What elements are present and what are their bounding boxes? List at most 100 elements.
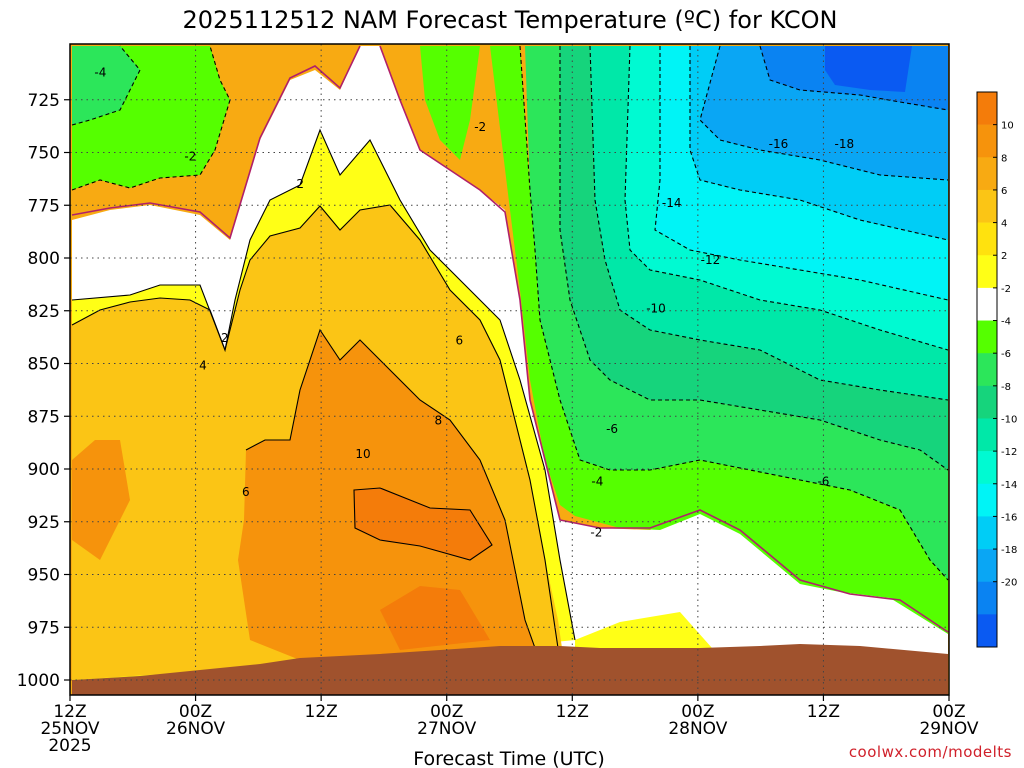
y-tick-label: 950 <box>28 566 60 586</box>
y-tick-label: 725 <box>28 91 60 111</box>
contour-4-warm <box>71 204 559 649</box>
contour-label: 8 <box>435 413 443 427</box>
contour-zero-east <box>379 45 949 633</box>
colorbar-label: -2 <box>1001 284 1011 295</box>
x-axis-label: Forecast Time (UTC) <box>413 748 604 768</box>
colorbar-swatch <box>977 92 997 125</box>
band-warm-8 <box>354 488 492 650</box>
y-tick-label: 875 <box>28 407 60 427</box>
colorbar-swatch <box>977 418 997 452</box>
contour-label: 6 <box>455 333 463 347</box>
colorbar-swatch <box>977 451 997 485</box>
credit-text: coolwx.com/modelts <box>849 743 1012 761</box>
contour-label: 6 <box>242 485 250 499</box>
colorbar-swatch <box>977 581 997 615</box>
band-cold-20 <box>825 46 912 92</box>
colorbar-swatch <box>977 320 997 354</box>
x-tick-label: 00Z <box>179 702 212 722</box>
colorbar-swatch <box>977 189 997 223</box>
contour-6-warm <box>245 328 536 649</box>
band-cold-2 <box>72 46 948 634</box>
contour-label: -16 <box>769 137 789 151</box>
band-cold-6 <box>560 46 948 470</box>
colorbar-label: -16 <box>1001 512 1017 523</box>
colorbar-swatch <box>977 614 997 648</box>
colorbar-swatch <box>977 549 997 583</box>
colorbar-frame <box>976 91 998 648</box>
x-tick-label: 2025 <box>48 736 91 756</box>
band-cold-4 <box>72 46 948 580</box>
x-tick-label: 25NOV <box>40 719 99 739</box>
band-warm-6 <box>72 330 535 660</box>
contour-4-cold-west <box>71 45 141 126</box>
chart-title: 2025112512 NAM Forecast Temperature (ºC)… <box>183 6 838 34</box>
contour-2-warm <box>71 128 576 641</box>
colorbar-label: -4 <box>1001 317 1011 328</box>
colorbar-swatch <box>977 157 997 191</box>
contour-12-cold <box>689 46 949 241</box>
contour-label: -6 <box>606 422 618 436</box>
contour-8-cold <box>624 45 949 351</box>
contour-label: 2 <box>296 177 304 191</box>
y-tick-label: 750 <box>28 144 60 164</box>
colorbar-label: -12 <box>1001 447 1017 458</box>
colorbar-swatch <box>977 353 997 387</box>
contour-label: -14 <box>662 196 682 210</box>
x-tick-label: 12Z <box>556 702 589 722</box>
x-tick-label: 29NOV <box>919 719 978 739</box>
band-cold-8 <box>590 46 948 400</box>
temperature-bands <box>72 46 948 690</box>
y-tick-label: 1000 <box>17 671 60 691</box>
contour-2-cold-east <box>519 45 949 581</box>
y-tick-label: 900 <box>28 460 60 480</box>
band-cold-10 <box>625 46 948 350</box>
x-tick-label: 12Z <box>53 702 86 722</box>
ground-terrain <box>72 644 948 695</box>
contour-label: 10 <box>355 447 370 461</box>
contour-zero-west <box>71 45 361 240</box>
contour-10-cold <box>654 46 949 301</box>
contour-14-cold <box>699 45 949 181</box>
contour-label: -2 <box>590 525 602 539</box>
contour-label: -2 <box>474 120 486 134</box>
contour-16-cold <box>759 45 949 111</box>
contour-label: -6 <box>817 475 829 489</box>
y-tick-label: 975 <box>28 618 60 638</box>
colorbar: 10 8 6 4 2 -2 -4 -6 -8 -10 -12 -14 -16 -18 -20 <box>976 91 1017 648</box>
colorbar-label: -8 <box>1001 382 1011 393</box>
x-tick-label: 26NOV <box>166 719 225 739</box>
x-tick-label: 12Z <box>807 702 840 722</box>
contour-label: -18 <box>835 137 855 151</box>
x-tick-label: 00Z <box>932 702 965 722</box>
colorbar-label: 8 <box>1001 153 1007 164</box>
grid-lines <box>70 44 949 695</box>
colorbar-swatch <box>977 483 997 517</box>
plot-frame <box>69 43 950 696</box>
y-tick-label: 825 <box>28 302 60 322</box>
contour-label: -4 <box>591 475 603 489</box>
colorbar-label: 4 <box>1001 219 1007 230</box>
colorbar-label: -10 <box>1001 414 1017 425</box>
colorbar-label: -14 <box>1001 480 1017 491</box>
x-tick-label: 28NOV <box>668 719 727 739</box>
contour-label: -10 <box>646 302 666 316</box>
y-tick-label: 775 <box>28 196 60 216</box>
x-tick-label: 27NOV <box>417 719 476 739</box>
colorbar-label: 10 <box>1001 121 1014 132</box>
y-axis: 725 750 775 800 825 850 875 900 925 950 975 1000 <box>17 91 70 691</box>
colorbar-label: 2 <box>1001 251 1007 262</box>
x-tick-label: 00Z <box>430 702 463 722</box>
x-tick-label: 00Z <box>681 702 714 722</box>
contour-8-warm <box>353 487 493 561</box>
contour-lines <box>71 45 949 649</box>
contour-label: -4 <box>94 65 106 79</box>
contour-label: -12 <box>701 253 721 267</box>
colorbar-label: -20 <box>1001 578 1017 589</box>
colorbar-label: -18 <box>1001 545 1017 556</box>
colorbar-label: -6 <box>1001 349 1011 360</box>
colorbar-swatch <box>977 385 997 419</box>
contour-label: 4 <box>199 359 207 373</box>
